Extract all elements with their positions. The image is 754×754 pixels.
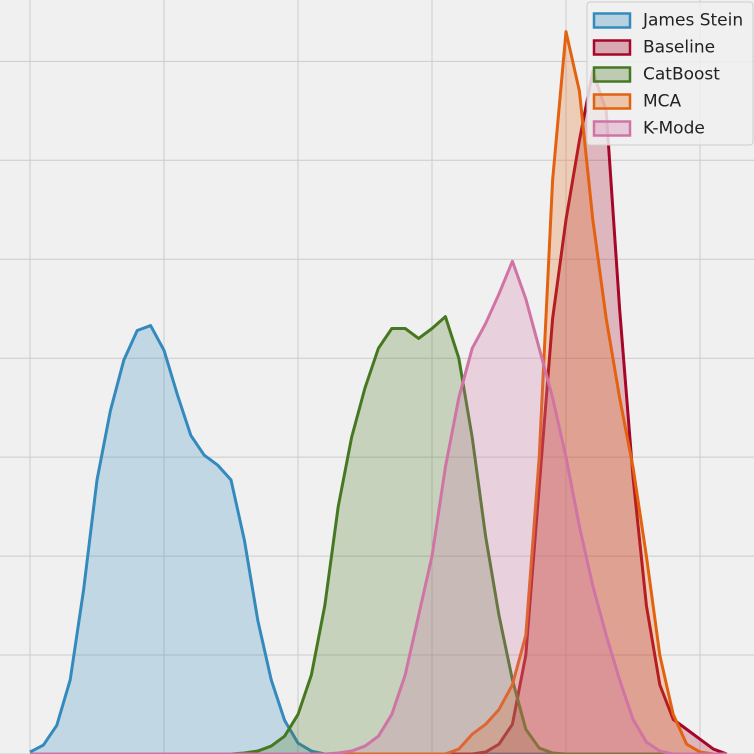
density-line: [30, 259, 727, 754]
legend-label: James Stein: [642, 11, 743, 31]
density-area: [30, 71, 727, 754]
legend-label: Baseline: [643, 38, 715, 58]
legend-label: K-Mode: [643, 119, 705, 139]
legend-swatch: [592, 66, 632, 83]
density-area: [30, 325, 727, 754]
legend-label: CatBoost: [643, 65, 720, 85]
density-line: [30, 315, 727, 754]
density-area: [30, 31, 727, 754]
density-line: [30, 30, 727, 754]
density-line: [29, 324, 727, 754]
density-line: [30, 69, 728, 754]
legend-swatch: [592, 93, 632, 110]
legend-swatch: [592, 12, 632, 29]
legend-label: MCA: [643, 92, 682, 112]
legend-swatch: [592, 120, 632, 137]
legend-swatch: [592, 39, 632, 56]
density-area: [30, 316, 727, 754]
density-area: [30, 261, 727, 754]
